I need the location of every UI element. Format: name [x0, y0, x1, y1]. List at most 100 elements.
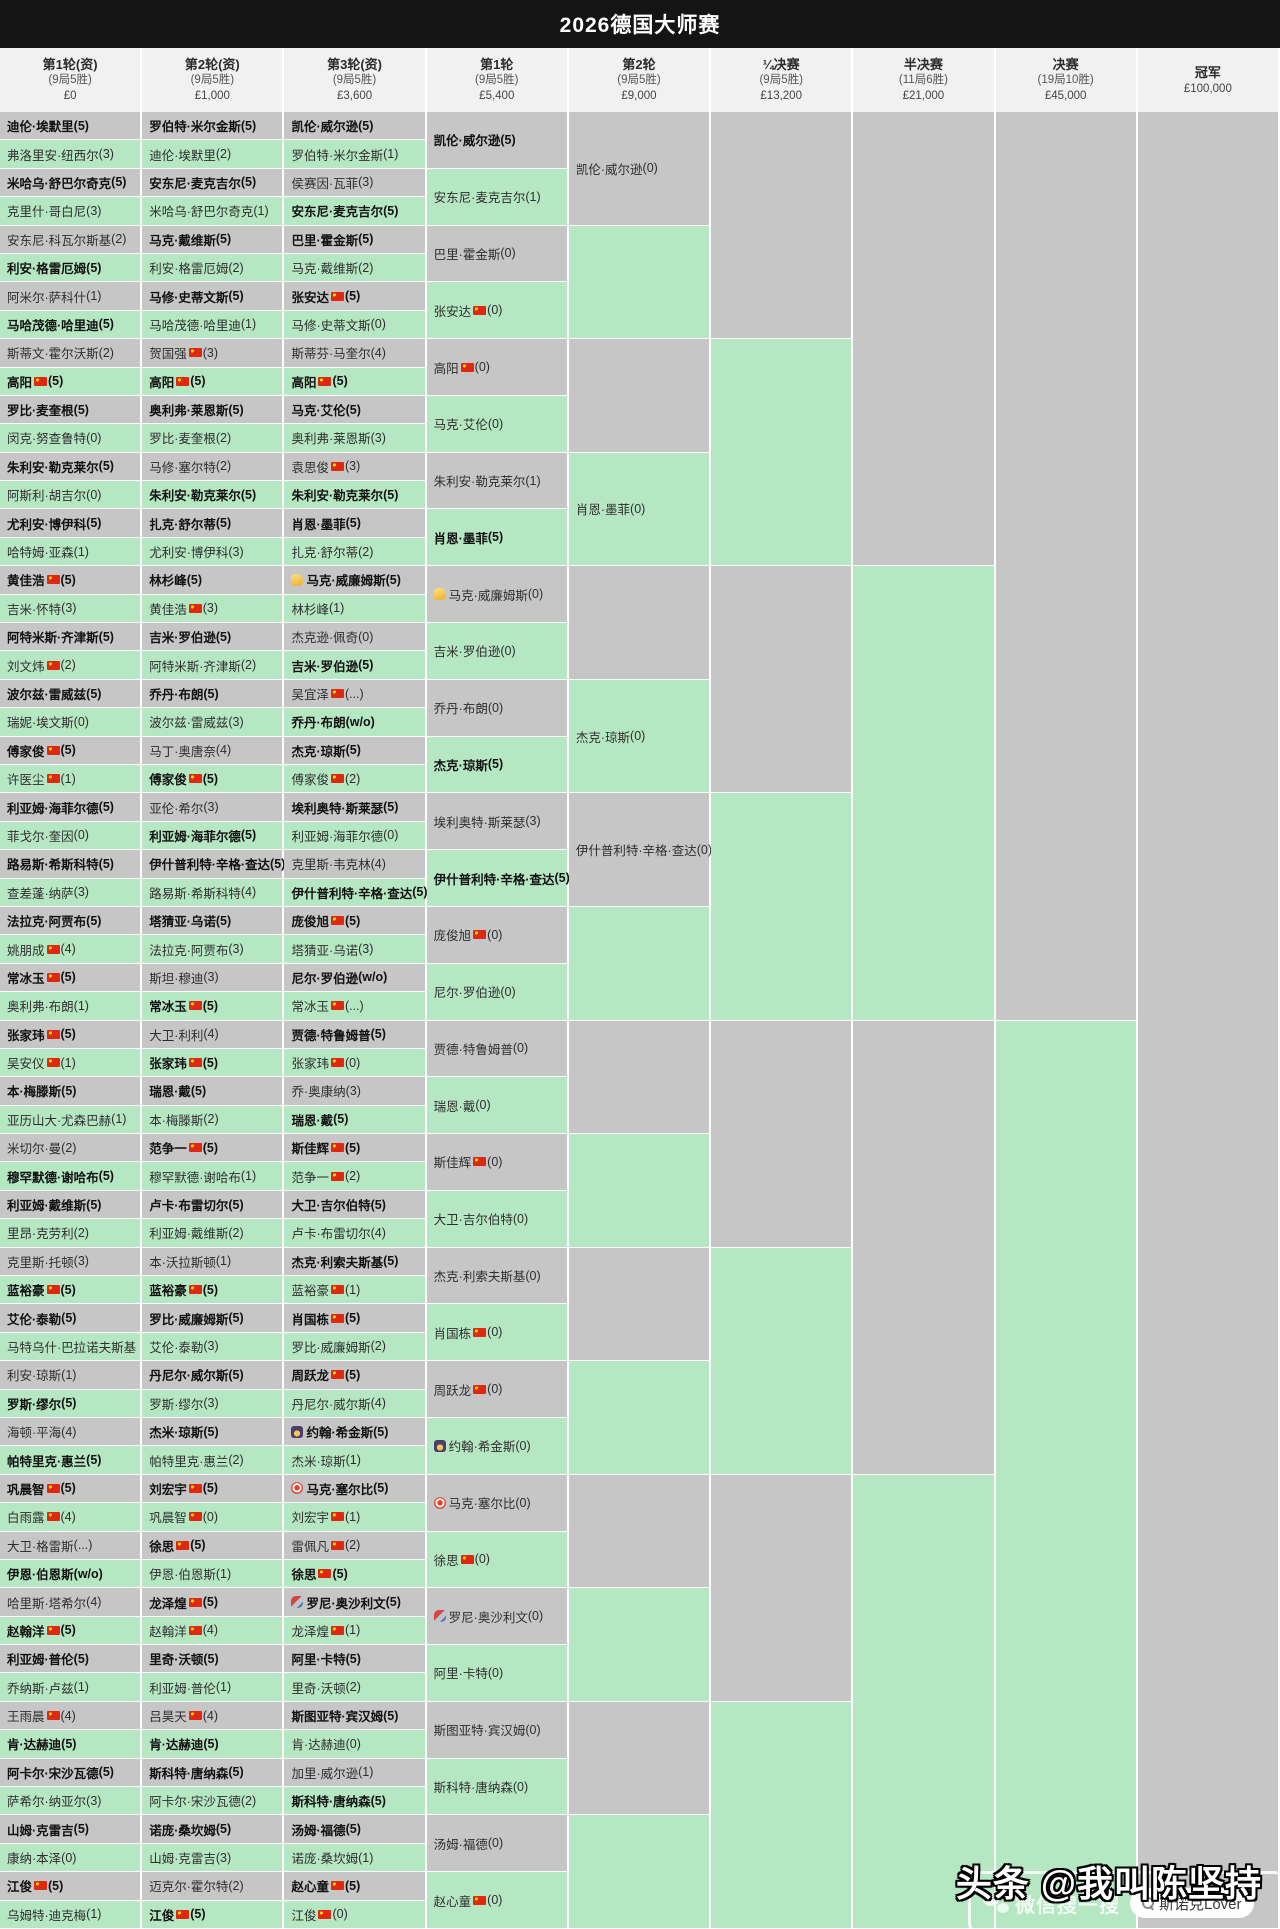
player-name: 范争一: [149, 1142, 187, 1157]
player-name: 本·梅滕斯: [7, 1085, 62, 1100]
player-cell: 扎克·舒尔蒂 (5): [142, 509, 285, 538]
player-cell: 米切尔·曼 (2): [0, 1134, 143, 1163]
player-cell: 高阳 (0): [426, 339, 569, 396]
frame-score: (0): [500, 984, 516, 999]
frame-score: (0): [73, 714, 89, 729]
frame-score: (5): [345, 1822, 361, 1837]
player-name: 肖恩·墨菲: [575, 503, 631, 518]
player-cell: 马克·戴维斯 (2): [284, 253, 427, 283]
empty-slot-cell: [568, 1247, 712, 1362]
empty-slot-cell: [853, 112, 996, 567]
round-header-line: 第1轮: [480, 57, 514, 72]
empty-slot-cell: [853, 566, 996, 1021]
player-name: 斯佳辉: [433, 1156, 472, 1171]
round-header-line: 第1轮(资): [42, 57, 98, 72]
frame-score: (5): [98, 317, 114, 332]
round-header: 第3轮(资) (9局5胜) £3,600: [284, 48, 427, 112]
player-cell: 本·梅滕斯 (2): [142, 1105, 285, 1135]
player-name: 帕特里克·惠兰: [7, 1454, 87, 1469]
player-cell: 马丁·奥唐奈 (4): [142, 736, 285, 765]
frame-score: (1): [73, 998, 89, 1013]
player-name: 里奇·沃顿: [149, 1653, 204, 1668]
player-name: 大卫·利利: [149, 1028, 204, 1043]
player-cell: 马哈茂德·哈里迪 (5): [0, 310, 143, 340]
player-name: 杰克·利索夫斯基: [433, 1270, 526, 1285]
round-header: 决赛 (19局10胜) £45,000: [996, 48, 1138, 112]
player-cell: 尤利安·博伊科 (3): [142, 537, 285, 567]
frame-score: (2): [215, 430, 232, 445]
player-name: 安东尼·麦克吉尔: [149, 176, 241, 191]
player-cell: 大卫·吉尔伯特 (0): [426, 1190, 569, 1248]
frame-score: (5): [203, 1424, 219, 1439]
frame-score: (0): [525, 1722, 541, 1737]
player-cell: 本·沃拉斯顿 (1): [142, 1247, 285, 1277]
player-name: 肯·达赫迪: [149, 1738, 204, 1753]
player-name: 阿卡尔·宋沙瓦德: [7, 1766, 99, 1781]
frame-score: (5): [385, 572, 401, 587]
player-name: 杰克·琼斯: [575, 730, 631, 745]
player-cell: 波尔兹·雷威兹 (3): [142, 708, 285, 737]
player-cell: 赵心童 (5): [284, 1872, 427, 1901]
player-name: 里昂·克劳利: [7, 1227, 74, 1242]
player-cell: 傅家俊 (5): [142, 764, 285, 794]
player-name: 罗伯特·米尔金斯: [291, 148, 384, 163]
player-cell: 乔丹·布朗 (w/o): [284, 708, 427, 737]
player-name: 马克·艾伦: [433, 418, 488, 433]
player-name: 傅家俊: [7, 744, 45, 759]
player-name: 周跃龙: [433, 1383, 472, 1398]
cn-flag-icon: [330, 1313, 344, 1323]
frame-score: (4): [86, 1595, 102, 1609]
frame-score: (1): [73, 544, 89, 559]
player-name: 阿米尔·萨科什: [7, 290, 87, 305]
player-name: 马修·史蒂文斯: [149, 290, 229, 305]
player-cell: 侯赛因·瓦菲 (3): [284, 168, 427, 198]
frame-score: (w/o): [358, 970, 388, 985]
player-name: 克里斯·托顿: [7, 1255, 74, 1270]
player-name: 巴里·霍金斯: [291, 233, 359, 248]
frame-score: (4): [60, 1708, 76, 1723]
frame-score: (5): [98, 856, 114, 871]
player-cell: 大卫·利利 (4): [142, 1020, 285, 1049]
player-name: 林杉峰: [291, 602, 329, 617]
frame-score: (3): [228, 544, 244, 559]
player-cell: 杰克·利索夫斯基 (5): [284, 1247, 427, 1277]
frame-score: (5): [86, 1453, 102, 1468]
frame-score: (5): [344, 1367, 361, 1382]
player-name: 马修·史蒂文斯: [291, 318, 371, 333]
frame-score: (5): [86, 1197, 102, 1212]
player-name: 朱利安·勒克莱尔: [7, 460, 99, 475]
player-cell: 伊恩·伯恩斯 (w/o): [0, 1559, 143, 1589]
player-name: 高阳: [433, 361, 459, 376]
frame-score: (5): [344, 913, 361, 928]
cn-flag-icon: [330, 916, 344, 926]
frame-score: (...): [73, 1538, 93, 1553]
frame-score: (4): [202, 1623, 219, 1638]
frame-score: (4): [370, 345, 386, 360]
frame-score: (3): [525, 814, 541, 829]
frame-score: (5): [61, 1396, 77, 1411]
player-cell: 菲戈尔·奎因 (0): [0, 821, 143, 851]
empty-slot-cell: [568, 1361, 712, 1475]
frame-score: (5): [73, 1822, 89, 1837]
frame-score: (5): [358, 118, 374, 133]
player-cell: 张家玮 (5): [142, 1048, 285, 1078]
player-cell: 大卫·格雷斯 (...): [0, 1531, 143, 1560]
player-cell: 朱利安·勒克莱尔 (5): [0, 452, 143, 482]
player-cell: 马哈茂德·哈里迪 (1): [142, 310, 285, 340]
player-cell: 马克·戴维斯 (5): [142, 225, 285, 254]
frame-score: (5): [500, 132, 516, 147]
cn-flag-icon: [473, 930, 487, 940]
round-header-row: 第1轮(资) (9局5胜) £0 第2轮(资) (9局5胜) £1,000 第3轮(资) (9…: [0, 48, 1280, 112]
player-name: 张安达: [291, 290, 329, 305]
frame-score: (1): [525, 189, 541, 204]
player-cell: 常冰玉 (5): [142, 992, 285, 1021]
round-header-line: (9局5胜): [190, 74, 235, 86]
frame-score: (5): [215, 913, 232, 928]
player-cell: 蓝裕豪 (1): [284, 1276, 427, 1305]
round-header-line: 冠军: [1194, 64, 1221, 80]
player-cell: 安东尼·麦克吉尔 (1): [426, 168, 569, 226]
frame-score: (2): [228, 1225, 244, 1240]
player-name: 迪伦·埃默里: [7, 120, 74, 135]
cn-flag-icon: [473, 1384, 487, 1394]
empty-slot-cell: [568, 1588, 712, 1702]
